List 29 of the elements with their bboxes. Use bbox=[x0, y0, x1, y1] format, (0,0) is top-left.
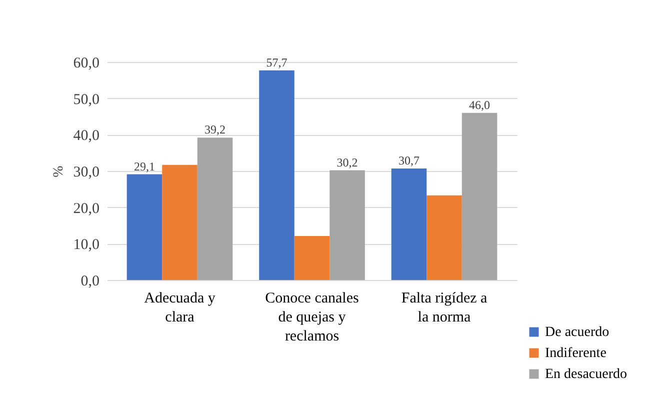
data-label: 30,7 bbox=[398, 153, 420, 168]
bar bbox=[197, 138, 233, 280]
y-tick-label: 10,0 bbox=[73, 237, 100, 254]
legend-label: En desacuerdo bbox=[545, 367, 628, 382]
bar bbox=[330, 170, 365, 280]
y-tick-label: 30,0 bbox=[73, 164, 100, 180]
bar bbox=[259, 70, 294, 280]
legend-label: De acuerdo bbox=[545, 325, 610, 340]
y-tick-label: 60,0 bbox=[73, 56, 100, 72]
bar bbox=[162, 164, 198, 280]
data-label: 46,0 bbox=[469, 98, 490, 112]
data-label: 29,1 bbox=[134, 159, 155, 174]
legend-label: Indiferente bbox=[545, 346, 606, 361]
data-label: 30,2 bbox=[336, 155, 358, 170]
y-tick-label: 40,0 bbox=[73, 128, 100, 144]
bar bbox=[426, 195, 462, 280]
y-tick-label: 50,0 bbox=[73, 92, 100, 108]
bar bbox=[391, 168, 427, 280]
x-tick-label: Adecuada y clara bbox=[144, 290, 216, 326]
data-label: 57,7 bbox=[266, 55, 288, 70]
bar bbox=[126, 174, 162, 280]
x-tick-label: Conoce canales de quejas y reclamos bbox=[265, 290, 360, 344]
y-tick-label: 20,0 bbox=[73, 200, 100, 217]
data-label: 39,2 bbox=[204, 122, 226, 137]
y-axis-title: % bbox=[51, 165, 66, 178]
bar bbox=[294, 236, 330, 280]
bar bbox=[462, 112, 498, 280]
x-tick-label: Falta rigídez a la norma bbox=[401, 290, 488, 326]
y-tick-label: 0,0 bbox=[80, 274, 100, 290]
